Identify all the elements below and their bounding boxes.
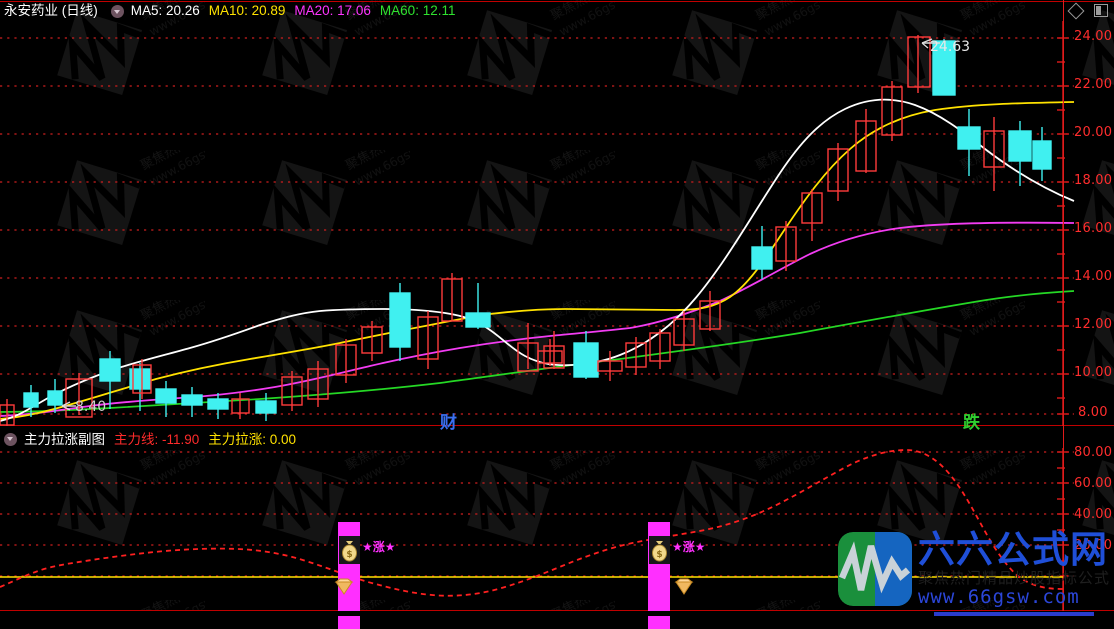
- chevron-down-circle-icon[interactable]: [110, 5, 124, 18]
- logo-brand: 六六公式网: [917, 528, 1108, 571]
- candle: [465, 283, 491, 329]
- candle: [417, 311, 439, 369]
- candle: [361, 321, 383, 361]
- ma20-readout: MA20: 17.06: [294, 3, 371, 18]
- candle: [881, 81, 903, 141]
- price-tick-12: 12.00: [1074, 317, 1113, 332]
- candle: [573, 331, 599, 379]
- indicator-tick-40: 40.00: [1074, 507, 1113, 522]
- candle: [181, 387, 203, 417]
- candle: [307, 361, 329, 407]
- candle: [957, 109, 981, 176]
- candle: [1008, 121, 1032, 186]
- horizontal-scrollbar[interactable]: [0, 611, 1114, 616]
- candle: [517, 323, 539, 372]
- logo-tagline: 聚焦热门精品炒股指标公式: [917, 569, 1110, 587]
- candle: [1032, 127, 1052, 181]
- money-bag-icon: $: [649, 536, 670, 564]
- price-tick-24: 24.00: [1074, 29, 1113, 44]
- chevron-down-circle-icon-lower[interactable]: [4, 432, 17, 446]
- price-chart-svg: [0, 21, 1075, 426]
- site-logo: 六六公式网 聚焦热门精品炒股指标公式 www.66gsw.com: [837, 528, 1110, 608]
- candle: [207, 393, 229, 419]
- price-tick-14: 14.00: [1074, 269, 1113, 284]
- svg-text:$: $: [656, 550, 662, 560]
- pull-readout: 主力拉涨: 0.00: [208, 432, 297, 447]
- chart-header-bar: 永安药业 (日线) MA5: 20.26 MA10: 20.89 MA20: 1…: [0, 0, 1114, 21]
- money-bag-icon: $: [339, 536, 360, 564]
- gem-icon: [334, 578, 354, 595]
- candle: [827, 143, 849, 201]
- gem-icon: [674, 578, 694, 595]
- panel-toggle-icon[interactable]: [1094, 4, 1108, 17]
- candle: [649, 329, 671, 369]
- ma5-line: [0, 98, 1075, 422]
- scrollbar-thumb[interactable]: [934, 612, 1094, 616]
- pulse-logo-icon: [837, 532, 912, 606]
- price-tick-8: 8.00: [1078, 405, 1108, 420]
- stock-title[interactable]: 永安药业 (日线): [4, 3, 98, 18]
- top-divider: [0, 1, 1114, 2]
- candle: [255, 393, 277, 421]
- candle: [231, 393, 250, 419]
- diamond-icon[interactable]: [1067, 2, 1085, 19]
- bottom-divider: [0, 610, 1114, 611]
- indicator-header-bar: 主力拉涨副图 主力线: -11.90 主力拉涨: 0.00: [0, 428, 1114, 448]
- candle: [699, 291, 721, 331]
- ma60-readout: MA60: 12.11: [379, 3, 456, 18]
- candle: [155, 381, 177, 417]
- candle: [389, 283, 411, 361]
- ma20-line: [0, 221, 1075, 417]
- signal-label: ★涨★: [672, 540, 706, 554]
- logo-url: www.66gsw.com: [917, 586, 1080, 608]
- price-chart-panel[interactable]: 24.63 8.40: [0, 21, 1114, 426]
- price-tick-18: 18.00: [1074, 173, 1113, 188]
- signal-label: ★涨★: [362, 540, 396, 554]
- indicator-tick-60: 60.00: [1074, 476, 1113, 491]
- candle: [983, 117, 1005, 191]
- axis-separator-line: [1063, 0, 1064, 616]
- candle: [281, 371, 303, 411]
- indicator-title[interactable]: 主力拉涨副图: [24, 432, 105, 447]
- price-tick-10: 10.00: [1074, 365, 1113, 380]
- svg-text:$: $: [346, 550, 352, 560]
- candle: [907, 35, 931, 93]
- ma10-readout: MA10: 20.89: [208, 3, 286, 18]
- candle: [335, 339, 357, 383]
- panel-divider: [0, 425, 1114, 426]
- low-price-label: 8.40: [75, 399, 107, 415]
- main-line-readout: 主力线: -11.90: [114, 432, 200, 447]
- high-price-label: 24.63: [930, 39, 971, 55]
- ma5-readout: MA5: 20.26: [130, 3, 200, 18]
- price-tick-22: 22.00: [1074, 77, 1113, 92]
- price-tick-16: 16.00: [1074, 221, 1113, 236]
- price-tick-20: 20.00: [1074, 125, 1113, 140]
- candle: [801, 189, 823, 241]
